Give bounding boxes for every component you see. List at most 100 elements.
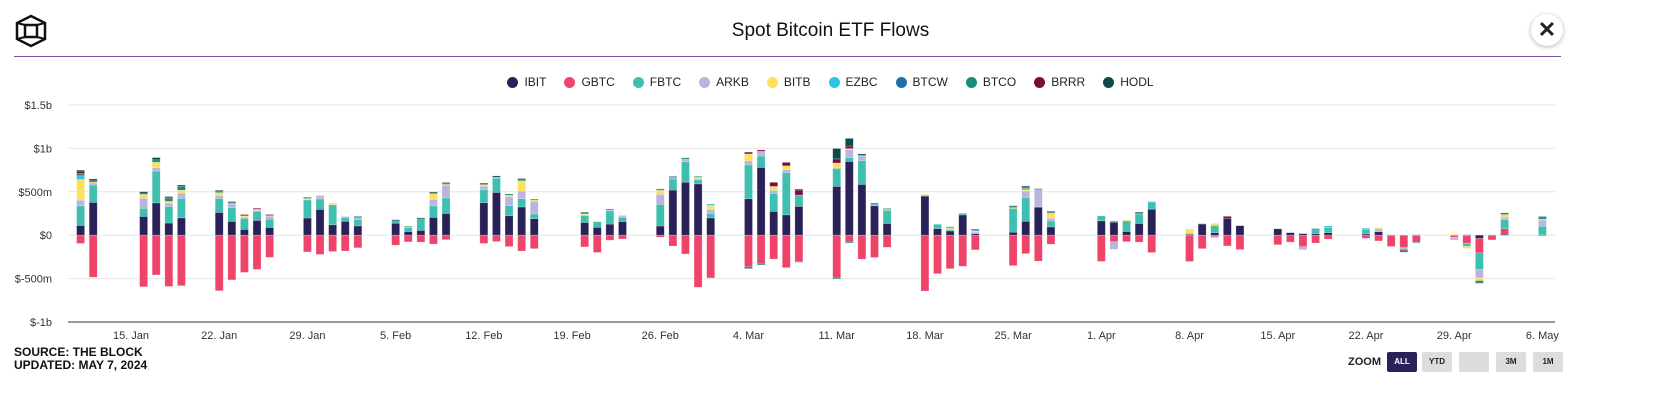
bar-fbtc-2024-03-05: [756, 155, 766, 168]
bar-bitb-2024-04-08: [1185, 228, 1194, 234]
bar-bitb-2024-04-10: [1210, 223, 1220, 226]
bar-gbtc-2024-03-28: [1046, 234, 1056, 245]
bar-arkb-2024-02-15: [517, 190, 526, 200]
bar-btco-2024-02-02: [353, 216, 363, 218]
bar-ibit-2024-04-16: [1286, 232, 1295, 236]
bar-ibit-2024-03-07: [781, 214, 791, 236]
legend-label: IBIT: [524, 75, 547, 89]
x-tick-label: 12. Feb: [465, 330, 502, 342]
legend-item-fbtc[interactable]: FBTC: [632, 75, 682, 89]
bar-gbtc-2024-03-11: [832, 234, 842, 279]
bar-arkb-2024-03-01: [706, 209, 715, 214]
zoom-all-button[interactable]: ALL: [1387, 352, 1417, 372]
bar-ibit-2024-01-23: [227, 221, 237, 236]
zoom-blank-button[interactable]: [1459, 352, 1489, 372]
bar-ibit-2024-03-26: [1021, 220, 1031, 236]
y-tick-label: $-1b: [30, 317, 52, 329]
bar-hodl-2024-03-11: [832, 148, 842, 160]
bar-btco-2024-02-21: [592, 221, 602, 224]
bar-brrr-2024-03-22: [971, 228, 980, 231]
bar-hodl-2024-01-22: [214, 190, 224, 192]
bar-fbtc-2024-04-08: [1185, 233, 1194, 235]
bar-btco-2024-01-29: [303, 196, 312, 199]
bar-hodl-2024-04-04: [1134, 211, 1144, 214]
bar-gbtc-2024-03-05: [756, 234, 766, 265]
bar-fbtc-2024-02-23: [618, 216, 627, 222]
zoom-1m-button[interactable]: 1M: [1533, 352, 1563, 372]
bar-gbtc-2024-03-12: [845, 234, 854, 243]
bar-gbtc-2024-02-28: [681, 234, 690, 255]
bar-fbtc-2024-02-26: [655, 204, 665, 227]
bar-fbtc-2024-04-01: [1097, 215, 1106, 222]
bar-gbtc-2024-04-04: [1134, 234, 1144, 243]
legend-item-brrr[interactable]: BRRR: [1034, 75, 1085, 89]
bar-gbtc-2024-03-01: [706, 234, 715, 279]
bar-ibit-2024-02-15: [517, 206, 526, 236]
bar-gbtc-2024-04-12: [1235, 234, 1245, 250]
bar-gbtc-2024-03-20: [945, 234, 955, 270]
zoom-ytd-button[interactable]: YTD: [1422, 352, 1452, 372]
bar-ibit-2024-02-12: [479, 202, 489, 236]
legend-item-hodl[interactable]: HODL: [1103, 75, 1154, 89]
bar-fbtc-2024-03-21: [958, 212, 968, 216]
bar-gbtc-2024-04-17: [1298, 234, 1308, 248]
bar-ibit-2024-03-27: [1034, 206, 1043, 236]
bar-arkb-2024-03-04: [744, 160, 753, 166]
bar-fbtc-2024-01-25: [252, 211, 262, 221]
bar-arkb-2024-02-09: [441, 184, 451, 199]
bar-gbtc-2024-01-26: [265, 234, 274, 258]
bar-gbtc-2024-04-19: [1323, 234, 1333, 240]
legend-item-gbtc[interactable]: GBTC: [564, 75, 615, 89]
bar-arkb-2024-04-30: [1462, 234, 1472, 236]
zoom-3m-button[interactable]: 3M: [1496, 352, 1526, 372]
bar-ibit-2024-03-06: [769, 211, 778, 236]
bar-fbtc-2024-01-23: [227, 207, 237, 222]
bar-bitb-2024-01-16: [139, 194, 148, 199]
source-text: SOURCE: THE BLOCK: [14, 345, 143, 359]
bar-btco-2024-03-27: [1034, 188, 1043, 190]
bar-bitb-2024-03-28: [1046, 212, 1056, 219]
bar-ibit-2024-01-22: [214, 212, 224, 236]
x-tick-label: 11. Mar: [818, 330, 855, 342]
bar-btco-2024-02-27: [668, 176, 678, 178]
legend-item-btco[interactable]: BTCO: [965, 75, 1016, 89]
bar-ibit-2024-04-09: [1197, 223, 1207, 236]
bar-gbtc-2024-03-06: [769, 234, 778, 260]
bar-gbtc-2024-02-21: [592, 234, 602, 253]
close-button[interactable]: ✕: [1531, 14, 1563, 46]
bar-fbtc-2024-01-19: [177, 198, 186, 219]
bar-fbtc-2024-03-19: [933, 223, 942, 229]
bar-arkb-2024-02-14: [504, 196, 514, 206]
bar-gbtc-2024-04-08: [1185, 234, 1194, 262]
bar-fbtc-2024-04-10: [1210, 225, 1220, 233]
legend-label: FBTC: [649, 75, 682, 89]
legend-item-btcw[interactable]: BTCW: [895, 75, 948, 89]
bar-ibit-2024-01-31: [328, 224, 337, 236]
legend-item-ibit[interactable]: IBIT: [507, 75, 546, 89]
bar-bitb-2024-04-30: [1462, 246, 1472, 249]
bar-ibit-2024-02-09: [441, 213, 451, 236]
bar-gbtc-2024-04-26: [1412, 234, 1421, 243]
legend-marker: [564, 76, 576, 88]
bar-brrr-2024-03-07: [781, 162, 791, 167]
bar-ibit-2024-04-15: [1273, 228, 1283, 236]
bar-hodl-2024-03-12: [845, 138, 854, 147]
bar-gbtc-2024-02-23: [618, 234, 627, 240]
bar-fbtc-2024-01-24: [240, 218, 249, 230]
bar-fbtc-2024-05-01: [1475, 252, 1484, 270]
bar-arkb-2024-03-06: [769, 189, 778, 194]
legend-item-bitb[interactable]: BITB: [766, 75, 811, 89]
legend-item-ezbc[interactable]: EZBC: [828, 75, 878, 89]
bar-fbtc-2024-04-02: [1109, 220, 1119, 223]
bar-btco-2024-03-11: [832, 277, 842, 280]
legend-marker: [766, 76, 778, 88]
bar-gbtc-2024-02-05: [391, 234, 400, 246]
bar-btco-2024-01-19: [177, 186, 186, 191]
bar-brrr-2024-03-05: [756, 149, 766, 152]
bar-hodl-2024-05-01: [1475, 282, 1484, 284]
bar-arkb-2024-04-29: [1449, 236, 1459, 241]
x-tick-label: 6. May: [1526, 330, 1560, 342]
legend-item-arkb[interactable]: ARKB: [699, 75, 749, 89]
bar-fbtc-2024-01-12: [88, 184, 98, 203]
